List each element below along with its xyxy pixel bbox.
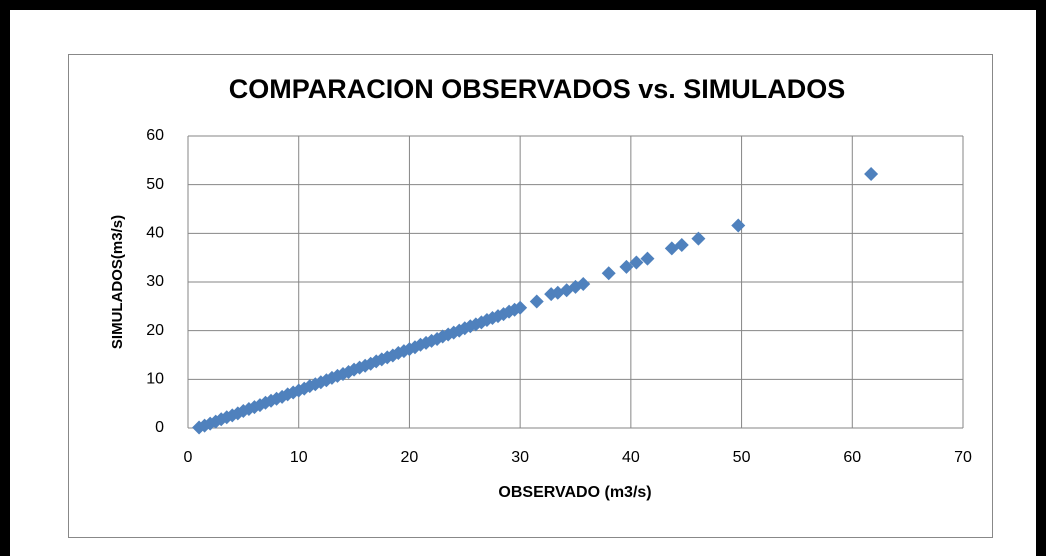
chart-area (68, 54, 993, 538)
point (629, 255, 644, 270)
x-axis-label: OBSERVADO (m3/s) (498, 484, 651, 501)
chart-title: COMPARACION OBSERVADOS vs. SIMULADOS (229, 74, 846, 104)
x-tick-label: 0 (184, 449, 193, 466)
point (674, 238, 689, 253)
point (691, 231, 706, 246)
point (640, 251, 655, 266)
x-tick-label: 10 (290, 449, 308, 466)
point (619, 259, 634, 274)
y-tick-label: 20 (146, 322, 164, 339)
point (529, 294, 544, 309)
x-tick-label: 40 (622, 449, 640, 466)
point (731, 218, 746, 233)
point (601, 266, 616, 281)
point (513, 300, 528, 315)
x-tick-label: 60 (843, 449, 861, 466)
y-tick-label: 50 (146, 176, 164, 193)
x-tick-label: 20 (401, 449, 419, 466)
x-tick-label: 30 (511, 449, 529, 466)
y-tick-label: 10 (146, 371, 164, 388)
x-tick-label: 70 (954, 449, 972, 466)
point (576, 276, 591, 291)
y-tick-label: 30 (146, 273, 164, 290)
y-axis-label: SIMULADOS(m3/s) (109, 215, 126, 349)
y-tick-label: 60 (146, 127, 164, 144)
point (864, 166, 879, 181)
y-tick-label: 40 (146, 225, 164, 242)
y-tick-label: 0 (155, 419, 164, 436)
x-tick-label: 50 (733, 449, 751, 466)
